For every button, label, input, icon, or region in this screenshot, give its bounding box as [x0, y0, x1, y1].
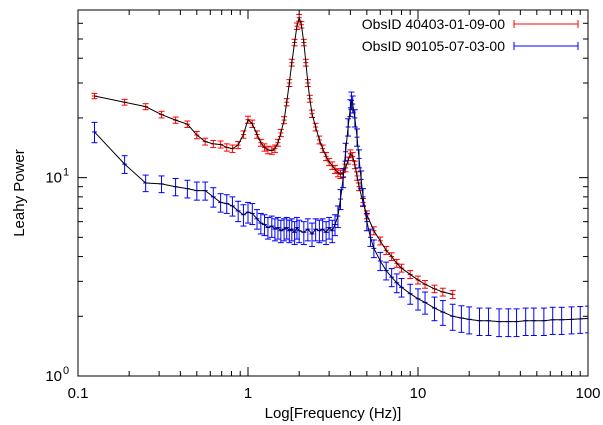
legend: ObsID 40403-01-09-00 ObsID 90105-07-03-0… — [362, 16, 579, 54]
y-tick-label: 10 — [45, 170, 62, 187]
x-tick-label: 0.1 — [68, 385, 89, 402]
series-0 — [91, 13, 456, 299]
error-bar — [577, 306, 584, 334]
plot-frame — [77, 9, 589, 377]
series-layer — [91, 13, 588, 338]
error-bar — [540, 307, 547, 337]
error-bar — [281, 218, 288, 242]
error-bar — [319, 218, 326, 242]
error-bar — [466, 306, 473, 335]
error-bar — [549, 306, 556, 335]
error-bar — [264, 216, 271, 240]
error-bar — [496, 308, 503, 338]
y-tick-label-exponent: 0 — [63, 365, 69, 377]
error-bar — [431, 296, 438, 322]
error-bar — [449, 303, 456, 331]
legend-label-red-series: ObsID 40403-01-09-00 — [362, 16, 505, 32]
error-bar — [449, 289, 456, 299]
error-bar — [558, 306, 565, 335]
x-tick-label: 1 — [244, 385, 252, 402]
series-1 — [91, 91, 588, 338]
legend-swatch-red-series — [513, 20, 579, 28]
error-bar — [476, 307, 483, 337]
series-0-line — [94, 15, 453, 295]
error-bar — [513, 308, 520, 338]
error-bar — [240, 204, 247, 227]
y-axis-title: Leahy Power — [11, 149, 28, 237]
error-bar — [505, 308, 512, 338]
y-tick-label-exponent: 1 — [63, 167, 69, 179]
error-bar — [530, 307, 537, 337]
series-1-line — [94, 100, 588, 323]
error-bar — [296, 219, 303, 244]
x-tick-label: 100 — [575, 385, 600, 402]
error-bar — [271, 218, 278, 242]
error-bar — [522, 307, 529, 337]
error-bar — [316, 219, 323, 244]
legend-swatch-blue-series — [513, 42, 579, 50]
error-bar — [458, 305, 465, 333]
x-axis-title: Log[Frequency (Hz)] — [265, 405, 402, 422]
error-bar — [568, 306, 575, 335]
y-tick-label: 10 — [45, 368, 62, 385]
legend-label-blue-series: ObsID 90105-07-03-00 — [362, 38, 505, 54]
x-tick-label: 10 — [410, 385, 427, 402]
error-bar — [309, 222, 316, 247]
error-bar — [485, 307, 492, 337]
